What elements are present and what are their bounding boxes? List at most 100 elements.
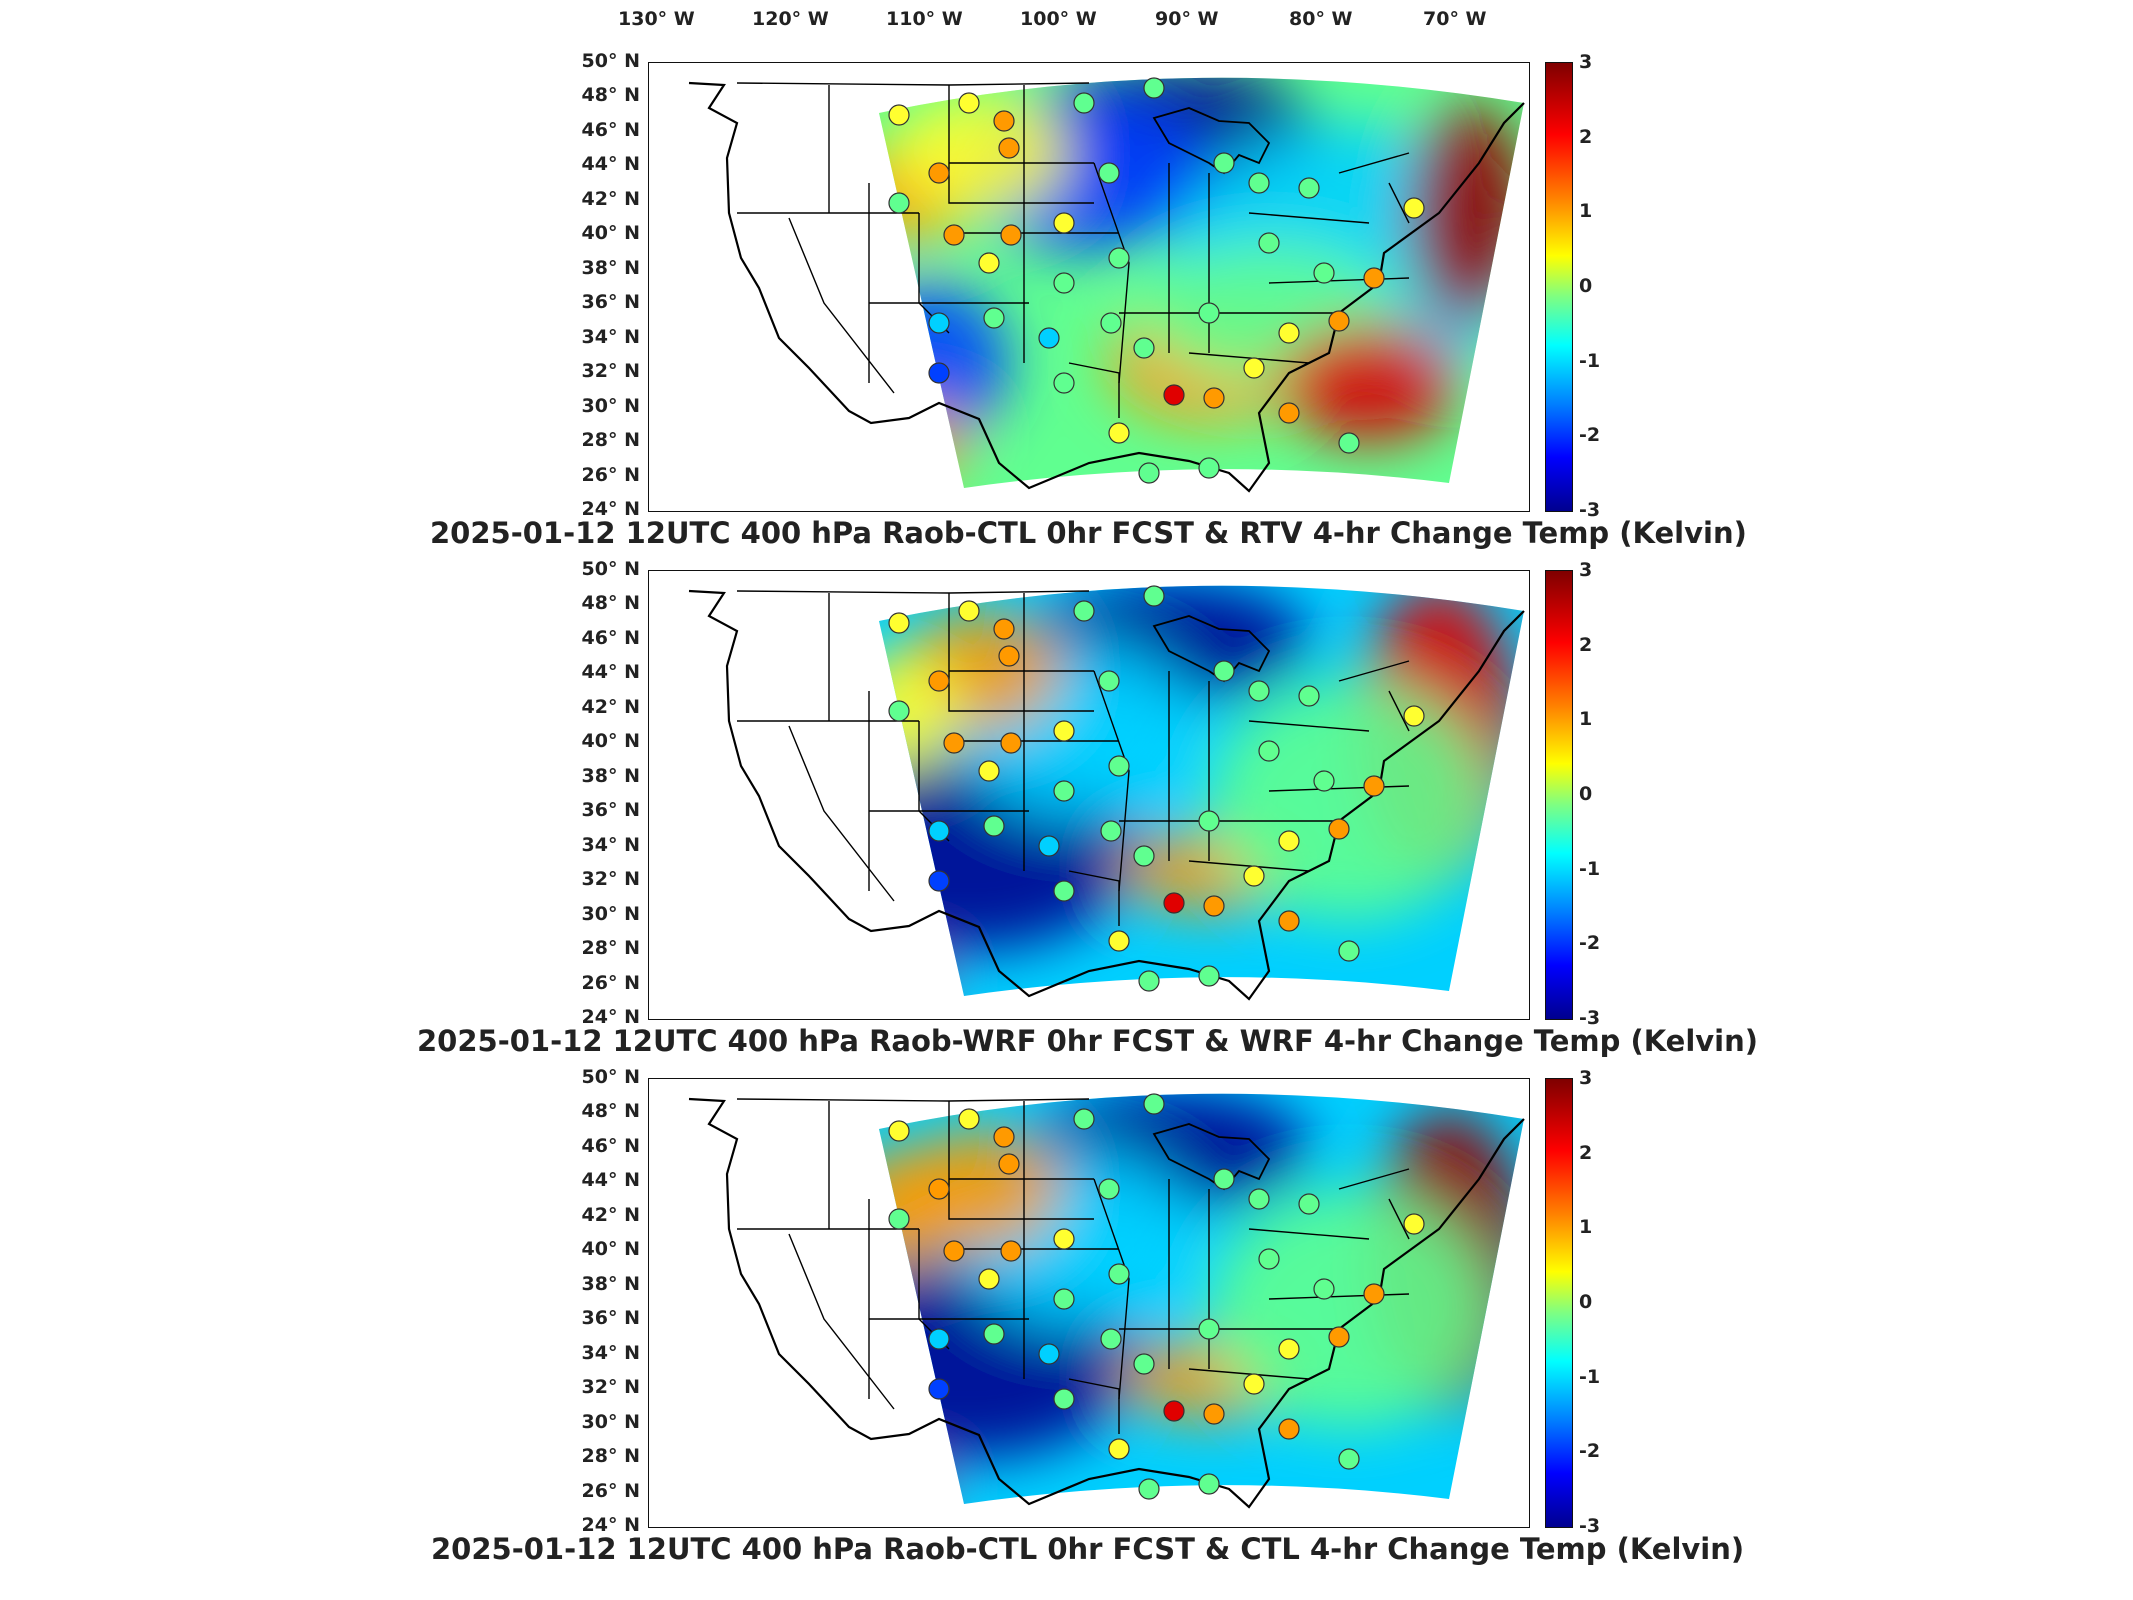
raob-station-marker (1073, 92, 1095, 114)
raob-station-marker (1278, 830, 1300, 852)
raob-station-marker (1278, 402, 1300, 424)
colorbar-tick-label: -3 (1579, 1515, 1601, 1537)
latitude-label: 50° N (581, 1066, 640, 1088)
raob-station-marker (1133, 337, 1155, 359)
colorbar-tick-label: -3 (1579, 499, 1601, 521)
colorbar (1545, 570, 1573, 1020)
longitude-label: 120° W (752, 8, 829, 30)
raob-station-marker (1100, 1328, 1122, 1350)
raob-station-marker (1143, 77, 1165, 99)
raob-station-marker (928, 1328, 950, 1350)
raob-station-marker (1108, 1438, 1130, 1460)
map-frame (648, 62, 1530, 512)
state-boundary (788, 1233, 895, 1410)
raob-station-marker (1338, 1448, 1360, 1470)
longitude-label: 110° W (886, 8, 963, 30)
latitude-label: 24° N (581, 498, 640, 520)
raob-station-marker (1258, 1248, 1280, 1270)
raob-station-marker (1278, 1418, 1300, 1440)
latitude-label: 40° N (581, 1238, 640, 1261)
raob-station-marker (1243, 1373, 1265, 1395)
raob-station-marker (1278, 910, 1300, 932)
raob-station-marker (1403, 197, 1425, 219)
raob-station-marker (1248, 1188, 1270, 1210)
anomaly-blob (1209, 1189, 1489, 1429)
raob-station-marker (1053, 212, 1075, 234)
raob-station-marker (1248, 172, 1270, 194)
latitude-label: 34° N (581, 325, 640, 348)
state-boundary (1388, 1198, 1410, 1240)
state-boundary (1093, 1178, 1130, 1400)
raob-station-marker (1328, 310, 1350, 332)
colorbar-tick-label: -2 (1579, 1440, 1601, 1463)
anomaly-blob (879, 1464, 939, 1505)
latitude-label: 26° N (581, 463, 640, 486)
raob-station-marker (1038, 327, 1060, 349)
raob-station-marker (1328, 818, 1350, 840)
state-boundary (1248, 1228, 1370, 1240)
raob-station-marker (1143, 585, 1165, 607)
raob-station-marker (1108, 930, 1130, 952)
anomaly-blob (879, 403, 969, 483)
colorbar-tick-label: 1 (1579, 708, 1593, 731)
raob-station-marker (1000, 1240, 1022, 1262)
raob-station-marker (1163, 384, 1185, 406)
colorbar-tick-label: 2 (1579, 125, 1593, 148)
raob-station-marker (978, 1268, 1000, 1290)
raob-station-marker (1108, 247, 1130, 269)
state-boundary (1388, 182, 1410, 224)
raob-station-marker (1053, 372, 1075, 394)
raob-station-marker (993, 110, 1015, 132)
raob-station-marker (1108, 1263, 1130, 1285)
raob-station-marker (1203, 1403, 1225, 1425)
raob-station-marker (1328, 1326, 1350, 1348)
raob-station-marker (888, 104, 910, 126)
latitude-label: 24° N (581, 1006, 640, 1028)
latitude-label: 38° N (581, 764, 640, 787)
raob-station-marker (1098, 670, 1120, 692)
raob-station-marker (1213, 152, 1235, 174)
latitude-label: 50° N (581, 50, 640, 72)
colorbar-tick-label: -1 (1579, 349, 1601, 372)
raob-station-marker (1098, 162, 1120, 184)
raob-station-marker (1298, 177, 1320, 199)
raob-station-marker (1198, 965, 1220, 987)
latitude-label: 32° N (581, 360, 640, 383)
raob-station-marker (983, 307, 1005, 329)
state-boundary (1268, 785, 1410, 792)
raob-station-marker (1038, 1343, 1060, 1365)
anomaly-blob (1409, 103, 1524, 323)
raob-station-marker (998, 137, 1020, 159)
raob-station-marker (928, 312, 950, 334)
state-boundary (1268, 1293, 1410, 1300)
colorbar-tick-label: -3 (1579, 1007, 1601, 1029)
latitude-label: 30° N (581, 1410, 640, 1433)
raob-station-marker (1298, 1193, 1320, 1215)
raob-station-marker (928, 1178, 950, 1200)
raob-station-marker (888, 1208, 910, 1230)
raob-station-marker (888, 700, 910, 722)
latitude-label: 48° N (581, 84, 640, 107)
raob-station-marker (1278, 1338, 1300, 1360)
state-boundary (1188, 860, 1310, 872)
latitude-label: 38° N (581, 256, 640, 279)
raob-station-marker (998, 1153, 1020, 1175)
latitude-label: 32° N (581, 868, 640, 891)
anomaly-blob (1209, 681, 1489, 921)
raob-station-marker (1403, 705, 1425, 727)
anomaly-blob (1279, 323, 1459, 443)
raob-station-marker (1198, 1473, 1220, 1495)
map-svg (688, 585, 1525, 1001)
raob-station-marker (993, 1126, 1015, 1148)
raob-station-marker (1138, 970, 1160, 992)
raob-station-marker (998, 645, 1020, 667)
raob-station-marker (1198, 457, 1220, 479)
raob-station-marker (1363, 267, 1385, 289)
state-boundary (1188, 1368, 1310, 1380)
raob-station-marker (958, 92, 980, 114)
raob-station-marker (1053, 1228, 1075, 1250)
colorbar-tick-label: 2 (1579, 633, 1593, 656)
state-boundary (1093, 670, 1130, 892)
state-boundary (1338, 660, 1410, 682)
state-boundary (1248, 212, 1370, 224)
